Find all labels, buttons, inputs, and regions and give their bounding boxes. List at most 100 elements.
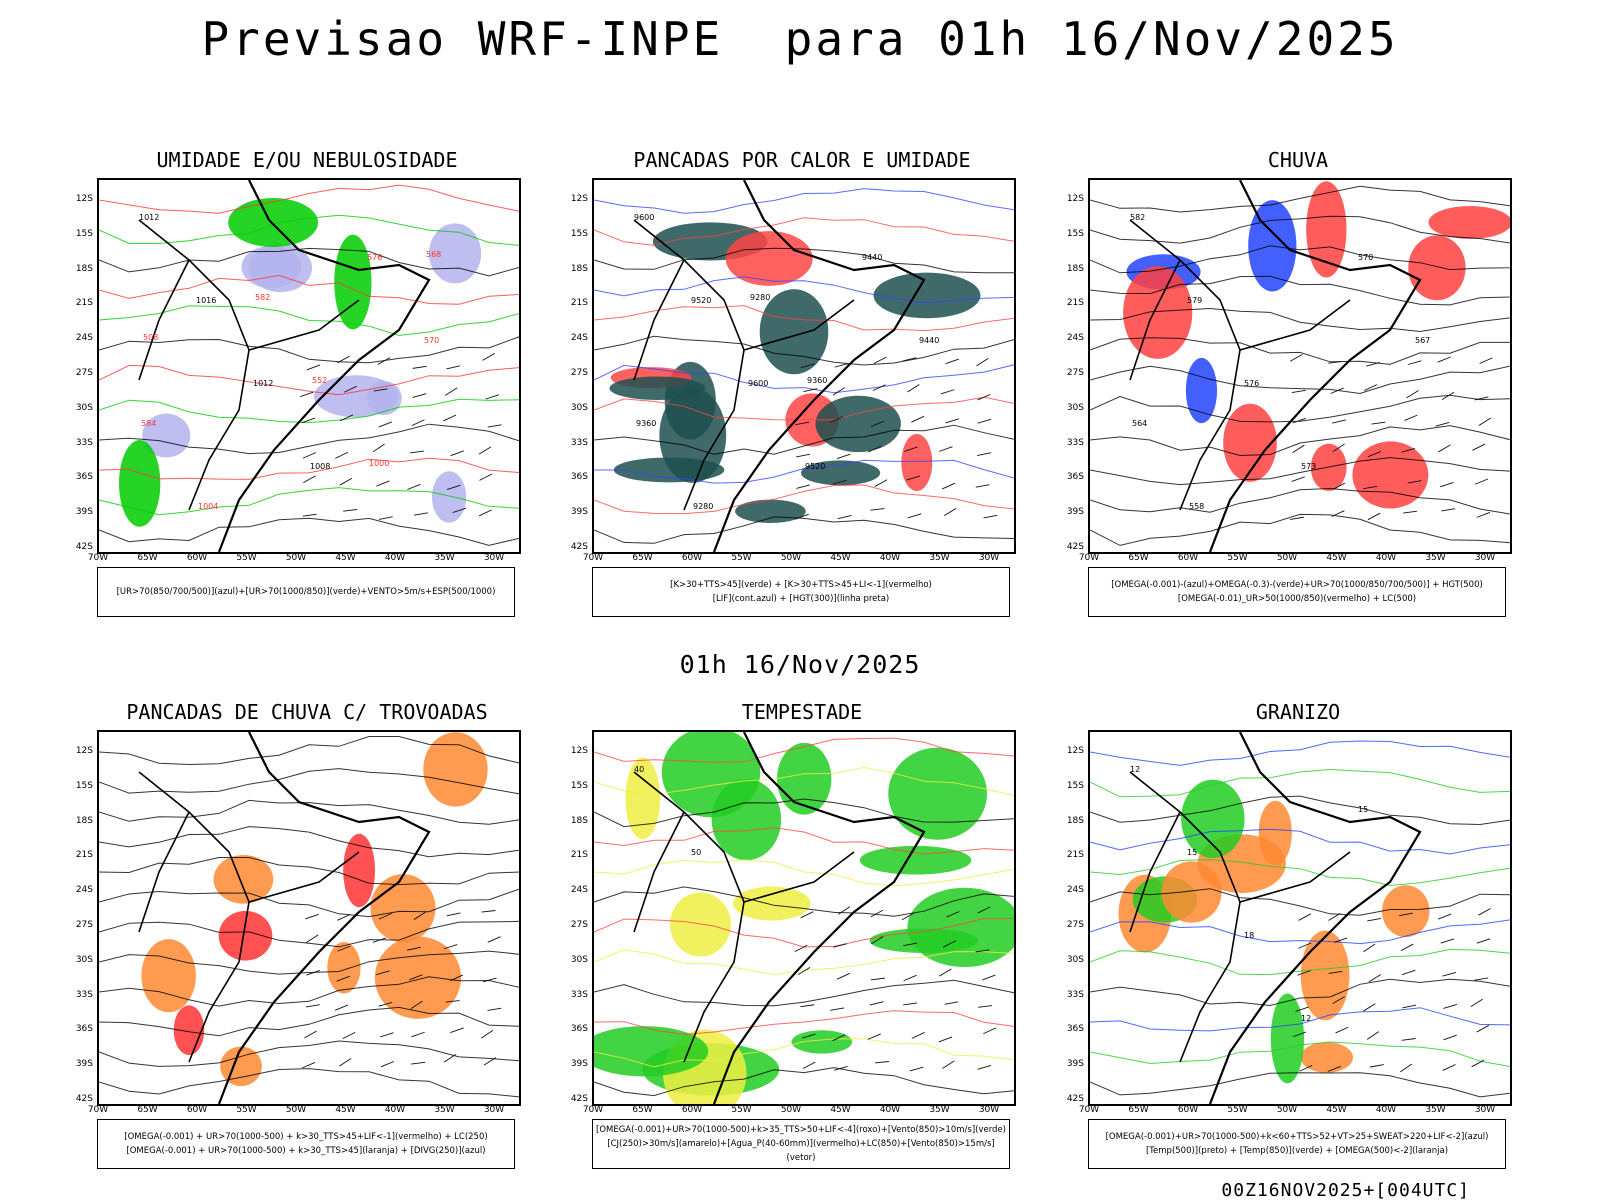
wind-arrow [335, 451, 349, 459]
wind-vectors [1289, 354, 1493, 521]
shaded-area [759, 289, 829, 375]
wind-arrow [306, 364, 321, 371]
longitude-label: 50W [285, 553, 307, 563]
wind-arrow [339, 1058, 352, 1067]
wind-arrow [833, 943, 847, 948]
contour-line [99, 457, 519, 480]
coastline [1208, 180, 1422, 552]
longitude-label: 40W [879, 553, 901, 563]
latitude-label: 39S [75, 1059, 93, 1070]
longitude-label: 30W [483, 553, 505, 563]
latitude-label: 33S [1066, 437, 1084, 448]
shaded-area [1161, 861, 1222, 923]
wind-arrow [907, 384, 920, 393]
latitude-label: 36S [570, 472, 588, 483]
wind-arrow [1478, 908, 1491, 916]
wind-arrow [1474, 478, 1489, 485]
wind-arrow [1289, 516, 1304, 520]
run-code-footer: 00Z16NOV2025+[004UTC] [1221, 1180, 1470, 1201]
latitude-label: 21S [570, 298, 588, 309]
longitude-label: 30W [483, 1105, 505, 1115]
wind-arrow [1292, 1031, 1307, 1038]
wind-arrow [304, 1030, 317, 1039]
longitude-label: 65W [137, 1105, 158, 1115]
wind-arrow [376, 480, 390, 487]
wind-arrow [410, 1000, 423, 1010]
wind-arrow [446, 365, 461, 370]
latitude-label: 42S [570, 542, 588, 552]
contour-label: 573 [1301, 462, 1316, 471]
contour-label: 1012 [253, 379, 273, 388]
shaded-area [431, 471, 467, 523]
wind-arrow [378, 421, 393, 428]
contour-label: 1004 [198, 502, 218, 511]
legend-box: [OMEGA(-0.001)+UR>70(1000-500)+k>35_TTS>… [592, 1119, 1010, 1169]
contour-label: 9360 [807, 376, 827, 385]
latitude-label: 27S [570, 368, 588, 378]
contour-label: 576 [1244, 379, 1259, 388]
wind-arrow [976, 357, 989, 367]
wind-arrow [485, 394, 500, 400]
wind-arrow [487, 936, 501, 943]
shaded-area [777, 742, 832, 815]
longitude-label: 35W [1425, 1105, 1446, 1115]
wind-arrow [1476, 512, 1491, 518]
wind-arrow [1478, 417, 1491, 426]
longitude-label: 70W [1078, 553, 1100, 563]
contour-line [594, 217, 1014, 246]
legend-box: [OMEGA(-0.001)-(azul)+OMEGA(-0.3)-(verde… [1088, 567, 1506, 617]
wind-arrow [1400, 943, 1414, 952]
wind-arrow [372, 937, 387, 943]
shaded-area [669, 892, 731, 957]
wind-arrow [1364, 384, 1378, 391]
longitude-label: 50W [780, 1105, 802, 1115]
latitude-label: 24S [570, 885, 588, 896]
contour-label: 582 [255, 293, 270, 302]
forecast-map: 582 579 576 573 570 567 564 558 [1088, 178, 1512, 554]
contour-line [594, 979, 1014, 1007]
contour-line [594, 1067, 1014, 1097]
wind-arrow [445, 387, 458, 396]
latitude-label: 15S [570, 780, 588, 791]
wind-arrow [977, 1065, 992, 1070]
wind-arrow [1367, 451, 1381, 458]
map-canvas [99, 732, 519, 1104]
wind-arrow [1328, 361, 1343, 364]
wind-arrow [446, 912, 461, 917]
shaded-field [141, 732, 488, 1087]
shaded-area [609, 376, 706, 400]
longitude-label: 45W [830, 1105, 851, 1115]
wind-arrow [906, 475, 921, 481]
contour-line [594, 1010, 1014, 1036]
longitude-label: 55W [731, 553, 752, 563]
wind-arrow [867, 1033, 881, 1040]
longitude-label: 70W [87, 1105, 109, 1115]
latitude-label: 18S [570, 815, 588, 826]
wind-arrow [1333, 937, 1348, 943]
wind-arrow [800, 911, 814, 919]
wind-arrow [911, 1032, 925, 1039]
contour-label: 1016 [196, 296, 216, 305]
wind-arrow [977, 452, 991, 457]
contour-label: 582 [1130, 213, 1145, 222]
shaded-area [1408, 235, 1466, 301]
wind-arrow [870, 420, 885, 428]
latitude-label: 36S [1066, 472, 1084, 483]
contour-line [594, 305, 1014, 332]
wind-arrow [909, 1066, 924, 1072]
contour-label: 15 [1358, 805, 1368, 814]
map-canvas: 40 50 [594, 732, 1014, 1104]
wind-arrow [800, 1004, 815, 1008]
latitude-label: 30S [1066, 954, 1084, 965]
wind-arrow [1332, 996, 1345, 1004]
wind-arrow [830, 1007, 845, 1011]
contour-label: 564 [1132, 419, 1147, 428]
wind-arrow [450, 974, 464, 982]
contour-label: 12 [1301, 1014, 1311, 1023]
contour-label: 584 [141, 419, 156, 428]
wind-arrow [1332, 443, 1345, 453]
wind-arrow [1440, 938, 1455, 944]
wind-arrow [1438, 444, 1451, 453]
longitude-label: 60W [186, 1105, 208, 1115]
wind-arrow [1363, 943, 1376, 953]
